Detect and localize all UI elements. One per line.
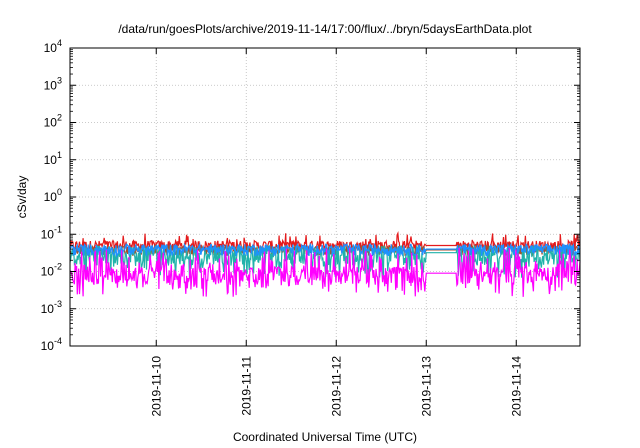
series-line xyxy=(69,247,581,297)
x-tick-label: 2019-11-14 xyxy=(509,356,523,417)
y-tick-label: 10-1 xyxy=(41,224,62,241)
x-axis: 2019-11-10 2019-11-11 2019-11-12 2019-11-13… xyxy=(149,48,523,417)
x-tick-label: 2019-11-12 xyxy=(329,356,343,417)
x-axis-label: Coordinated Universal Time (UTC) xyxy=(233,430,417,444)
y-tick-label: 100 xyxy=(44,187,62,204)
y-tick-label: 10-3 xyxy=(41,299,62,316)
plot-series xyxy=(69,231,581,297)
y-tick-label: 103 xyxy=(44,75,62,92)
y-tick-label: 101 xyxy=(44,150,62,167)
y-axis-label: cSv/day xyxy=(15,176,29,219)
y-tick-label: 104 xyxy=(44,38,62,55)
x-tick-label: 2019-11-11 xyxy=(239,356,253,416)
y-tick-label: 10-2 xyxy=(41,262,62,279)
y-tick-label: 102 xyxy=(44,113,62,130)
chart-title: /data/run/goesPlots/archive/2019-11-14/1… xyxy=(118,22,532,36)
y-tick-label: 10-4 xyxy=(41,336,62,353)
series-line xyxy=(69,242,581,259)
grid xyxy=(70,48,580,346)
x-tick-label: 2019-11-13 xyxy=(419,356,433,417)
x-tick-label: 2019-11-10 xyxy=(149,356,163,417)
